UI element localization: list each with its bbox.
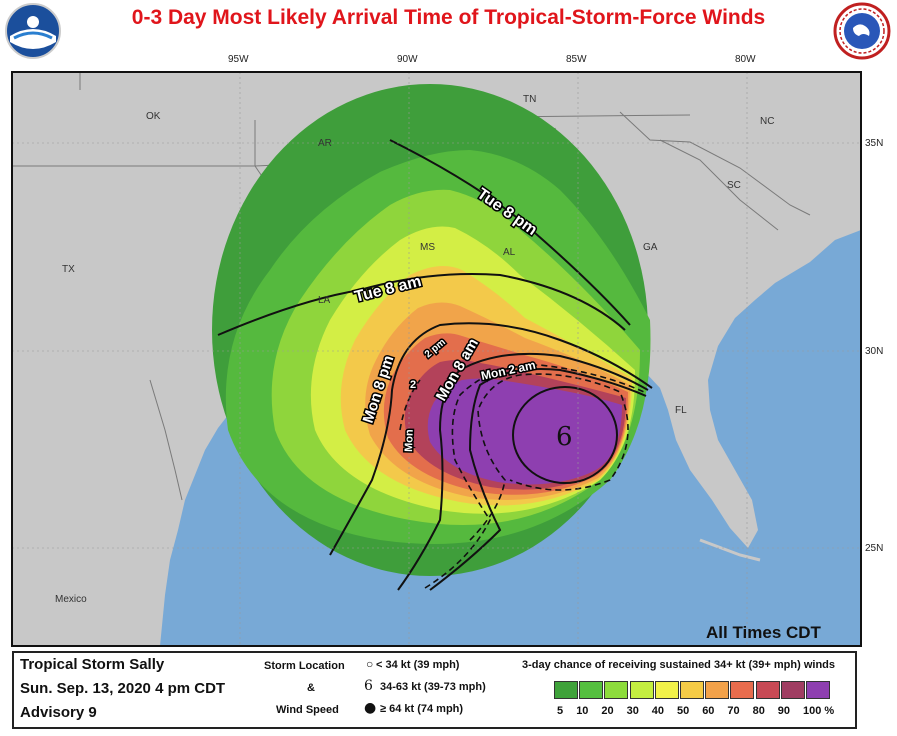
scale-swatch <box>680 681 704 699</box>
scale-swatch <box>705 681 730 699</box>
label-small-2: 2 <box>410 379 416 391</box>
scale-label: 60 <box>702 705 715 717</box>
keys-shape <box>699 538 761 562</box>
map-title: 0-3 Day Most Likely Arrival Time of Trop… <box>131 6 766 29</box>
storm-name: Tropical Storm Sally <box>20 656 165 673</box>
symbol-ts-icon: 6 <box>364 678 373 694</box>
scale-swatch <box>654 681 679 699</box>
label-fl: FL <box>675 405 687 416</box>
label-ga: GA <box>643 242 658 253</box>
symbol-weak-icon: ○ <box>366 657 374 671</box>
scale-swatch <box>806 681 830 699</box>
lat-25n: 25N <box>865 543 883 554</box>
latitude-labels: 35N 30N 25N <box>865 138 883 554</box>
label-mon-small: Mon <box>403 429 416 452</box>
label-ar: AR <box>318 138 332 149</box>
label-al: AL <box>503 247 516 258</box>
symbol-ts-text: 34-63 kt (39-73 mph) <box>380 681 486 693</box>
scale-label: 100 % <box>803 705 835 717</box>
lon-90w: 90W <box>397 54 418 65</box>
scale-swatch <box>579 681 604 699</box>
scale-label: 80 <box>752 705 765 717</box>
scale-label: 70 <box>727 705 740 717</box>
probability-cone <box>212 84 651 576</box>
scale-label: 30 <box>626 705 639 717</box>
label-ms: MS <box>420 242 435 253</box>
arrival-lines <box>217 139 653 591</box>
times-note: All Times CDT <box>706 623 822 642</box>
graticule <box>12 72 861 646</box>
intermediate-lines <box>399 364 645 589</box>
lat-30n: 30N <box>865 346 883 357</box>
scale-swatch <box>629 681 654 699</box>
scale-label: 20 <box>601 705 614 717</box>
scale-swatch <box>604 681 629 699</box>
lat-35n: 35N <box>865 138 883 149</box>
lon-85w: 85W <box>566 54 587 65</box>
scale-label: 90 <box>777 705 791 717</box>
symbol-hurricane-text: ≥ 64 kt (74 mph) <box>380 703 464 715</box>
advisory-number: Advisory 9 <box>20 704 97 721</box>
lon-95w: 95W <box>228 54 249 65</box>
nws-logo <box>833 2 891 60</box>
scale-swatch <box>730 681 755 699</box>
label-nc: NC <box>760 116 774 127</box>
scale-label: 5 <box>557 705 564 717</box>
storm-symbol: 6 <box>556 422 573 452</box>
scale-swatch <box>755 681 780 699</box>
scale-swatch <box>780 681 805 699</box>
label-tn: TN <box>523 94 536 105</box>
scale-label: 10 <box>576 705 589 717</box>
map-frame <box>11 71 862 647</box>
scale-label: 40 <box>651 705 665 717</box>
region-labels: OK AR TN NC SC GA AL MS LA TX FL Mexico <box>55 94 774 605</box>
lon-80w: 80W <box>735 54 756 65</box>
scale-label: 50 <box>677 705 690 717</box>
chance-title: 3-day chance of receiving sustained 34+ … <box>522 659 835 671</box>
label-tx: TX <box>62 264 75 275</box>
label-sc: SC <box>727 180 741 191</box>
scale-swatch <box>554 681 578 699</box>
legend-panel: Tropical Storm Sally Sun. Sep. 13, 2020 … <box>12 651 857 729</box>
storm-location-label: Storm Location <box>264 660 345 672</box>
label-mexico: Mexico <box>55 594 87 605</box>
noaa-logo <box>5 3 61 59</box>
label-ok: OK <box>146 111 161 122</box>
amp-label: & <box>307 682 315 694</box>
symbol-weak-text: < 34 kt (39 mph) <box>376 659 460 671</box>
advisory-datetime: Sun. Sep. 13, 2020 4 pm CDT <box>20 680 226 697</box>
symbol-hurricane-icon: ● <box>364 700 377 716</box>
longitude-labels: 95W 90W 85W 80W <box>228 54 756 65</box>
wind-speed-label: Wind Speed <box>276 704 339 716</box>
label-la: LA <box>318 295 331 306</box>
